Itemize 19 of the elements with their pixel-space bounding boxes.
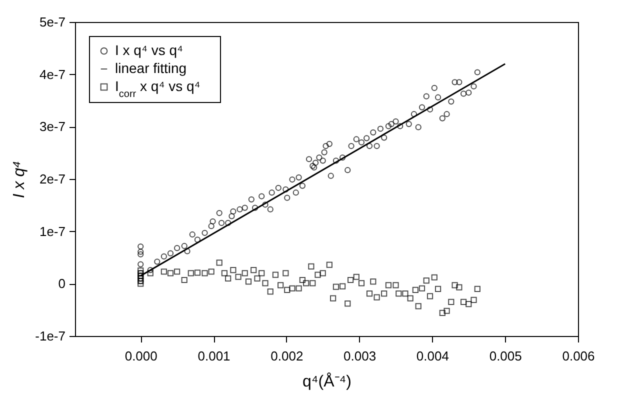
legend-label: linear fitting [115,60,187,76]
x-tick-label: 0.000 [124,348,158,364]
x-tick-label: 0.001 [198,348,230,364]
y-tick-label: 2e-7 [39,172,66,186]
x-tick-label: 0.006 [562,348,595,364]
y-tick-label: 1e-7 [39,224,66,239]
legend-label: I$_{corr}$ x q⁴ vs q⁴ [115,78,200,100]
y-tick-label: -1e-7 [35,328,66,344]
y-tick-label: 0 [58,276,66,292]
y-tick-label: 5e-7 [39,14,66,30]
x-axis-title: q⁴(Å⁻⁴) [302,372,352,390]
y-axis-title: I x q⁴ [11,160,28,198]
legend-label: I x q⁴ vs q⁴ [115,42,184,58]
x-tick-label: 0.005 [489,348,522,364]
x-tick-label: 0.002 [270,348,304,364]
x-tick-label: 0.004 [416,348,449,364]
x-tick-label: 0.003 [344,348,376,364]
y-tick-label: 4e-7 [39,66,66,82]
y-tick-label: 3e-7 [39,119,66,134]
